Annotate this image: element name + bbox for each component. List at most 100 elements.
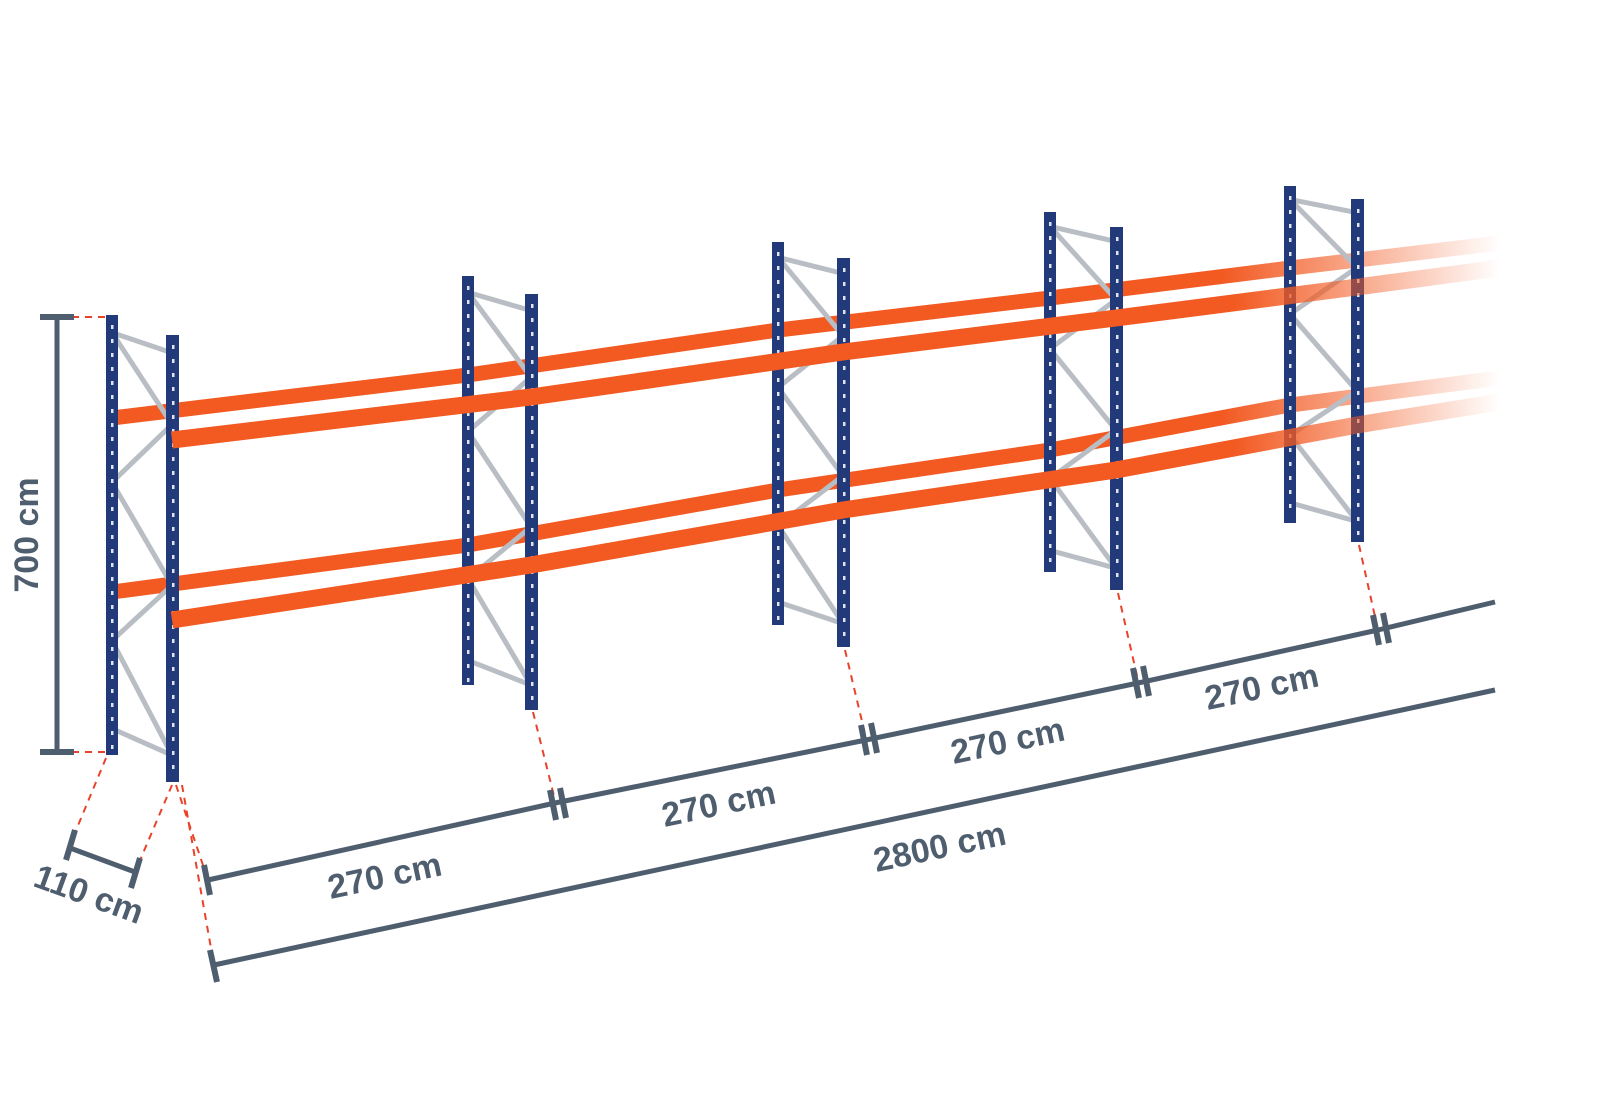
upright-hole: [172, 359, 175, 363]
upright-hole: [467, 552, 470, 556]
horizontal-brace: [467, 289, 532, 314]
upright-hole: [1289, 266, 1292, 270]
upright-hole: [1049, 390, 1052, 394]
upright-hole: [1357, 489, 1360, 493]
upright-hole: [531, 374, 534, 378]
upright-hole: [1289, 378, 1292, 382]
upright-hole: [1357, 377, 1360, 381]
upright-hole: [1049, 558, 1052, 562]
upright-hole: [467, 412, 470, 416]
upright-hole: [531, 444, 534, 448]
horizontal-brace: [777, 599, 844, 627]
upright-hole: [467, 608, 470, 612]
upright-hole: [843, 478, 846, 482]
upright-hole: [1049, 516, 1052, 520]
upright-frame: [462, 276, 538, 710]
upright-hole: [172, 709, 175, 713]
upright-hole: [1049, 432, 1052, 436]
horizontal-brace: [110, 726, 174, 758]
upright-hole: [531, 598, 534, 602]
upright-hole: [1289, 350, 1292, 354]
diagonal-brace: [1288, 433, 1359, 523]
upright-hole: [777, 350, 780, 354]
lower-front-beam: [170, 393, 1502, 629]
upright-hole: [1049, 264, 1052, 268]
upright-hole: [467, 622, 470, 626]
upright-hole: [531, 668, 534, 672]
upright-hole: [777, 616, 780, 620]
upright-hole: [777, 406, 780, 410]
upright-hole: [777, 392, 780, 396]
upright-hole: [467, 342, 470, 346]
upright-hole: [777, 462, 780, 466]
upright-hole: [777, 280, 780, 284]
upright-hole: [1116, 293, 1119, 297]
upright-hole: [531, 346, 534, 350]
upright-hole: [111, 577, 114, 581]
upright-hole: [843, 464, 846, 468]
back-upright: [772, 242, 784, 625]
upright-hole: [111, 591, 114, 595]
upright-hole: [111, 605, 114, 609]
upright-hole: [111, 339, 114, 343]
upright-hole: [777, 448, 780, 452]
upright-hole: [172, 681, 175, 685]
bay-2-label: 270 cm: [658, 774, 779, 835]
upright-hole: [1049, 250, 1052, 254]
upright-hole: [1357, 363, 1360, 367]
upright-hole: [1049, 306, 1052, 310]
upright-hole: [1049, 530, 1052, 534]
upright-hole: [467, 636, 470, 640]
upright-hole: [1289, 490, 1292, 494]
back-upright: [1284, 186, 1296, 523]
upright-hole: [531, 612, 534, 616]
upright-hole: [1116, 307, 1119, 311]
upright-hole: [1049, 334, 1052, 338]
upright-hole: [843, 422, 846, 426]
upright-hole: [1289, 252, 1292, 256]
bay-1-label: 270 cm: [324, 846, 445, 907]
upright-hole: [111, 731, 114, 735]
upright-hole: [111, 507, 114, 511]
upright-hole: [172, 373, 175, 377]
upright-hole: [172, 429, 175, 433]
upright-hole: [531, 626, 534, 630]
diagonal-brace: [110, 422, 174, 485]
horizontal-brace: [1049, 223, 1117, 244]
upright-hole: [172, 555, 175, 559]
upright-hole: [111, 465, 114, 469]
upright-hole: [843, 604, 846, 608]
upright-hole: [1116, 279, 1119, 283]
upright-hole: [111, 689, 114, 693]
upright-hole: [843, 562, 846, 566]
horizontal-brace: [1289, 500, 1358, 524]
upright-hole: [1049, 236, 1052, 240]
upright-hole: [467, 370, 470, 374]
upright-hole: [531, 640, 534, 644]
upright-hole: [111, 535, 114, 539]
upright-hole: [1116, 433, 1119, 437]
upright-hole: [777, 252, 780, 256]
upright-hole: [172, 695, 175, 699]
height-label: 700 cm: [8, 477, 46, 592]
upright-hole: [777, 294, 780, 298]
upright-hole: [777, 266, 780, 270]
upright-hole: [1116, 405, 1119, 409]
upright-hole: [467, 328, 470, 332]
upright-hole: [1116, 335, 1119, 339]
upright-hole: [1049, 544, 1052, 548]
upright-hole: [843, 296, 846, 300]
upright-hole: [1289, 364, 1292, 368]
upright-hole: [843, 338, 846, 342]
back-beams: [111, 235, 1501, 600]
upright-hole: [1289, 504, 1292, 508]
upright-hole: [172, 471, 175, 475]
upright-hole: [843, 590, 846, 594]
upright-hole: [172, 541, 175, 545]
upright-frame: [1044, 212, 1123, 590]
upright-hole: [172, 653, 175, 657]
upright-hole: [467, 356, 470, 360]
upright-hole: [531, 360, 534, 364]
upright-hole: [467, 286, 470, 290]
